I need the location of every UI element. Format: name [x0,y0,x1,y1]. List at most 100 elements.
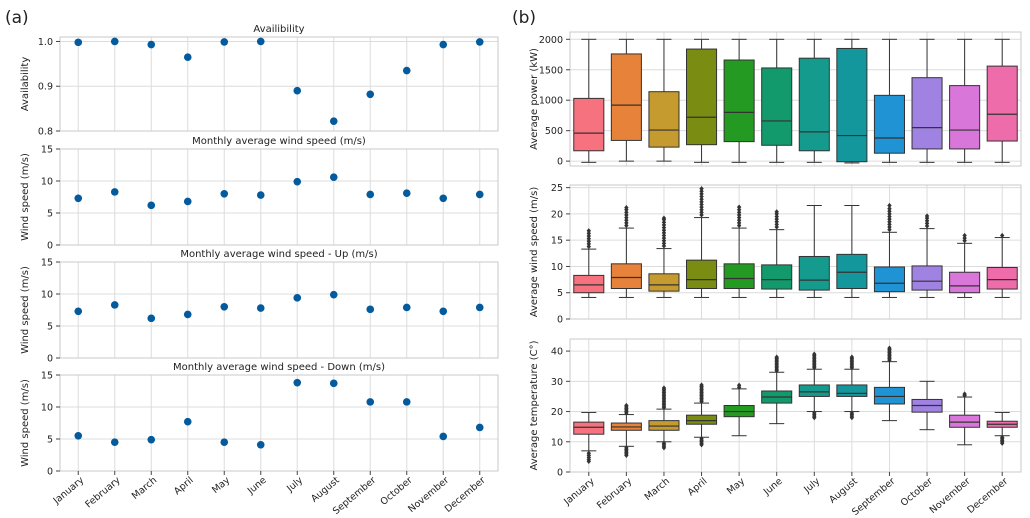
box-september [873,345,905,422]
outlier-point [699,442,704,448]
data-point [74,38,83,47]
outlier-point [699,193,704,200]
y-tick-label: 15 [551,236,563,247]
box-iqr [573,421,605,435]
outlier-point [586,243,591,250]
outlier-point [774,221,779,228]
y-tick-label: 0.9 [38,82,53,93]
x-tick-label: July [284,475,305,495]
x-tick-label: December [443,475,488,515]
data-point [439,40,448,49]
data-point [439,432,448,441]
data-point [220,190,229,198]
box-iqr [911,77,943,150]
x-tick-label: July [801,476,822,496]
plot-area [60,37,498,131]
data-point [110,301,119,309]
y-tick-label: 30 [551,377,563,388]
outlier-point [699,212,704,218]
box-april [686,382,718,448]
outlier-point [699,191,704,197]
box-may [723,38,755,163]
x-tick-label: March [643,476,672,503]
y-tick-label: 10 [41,403,53,414]
outlier-point [661,385,667,391]
panel-label-b: (b) [512,8,536,28]
outlier-point [699,382,704,388]
outlier-point [924,220,930,226]
x-tick-label: August [309,475,342,505]
x-tick-label: November [928,476,973,516]
outlier-point [887,206,892,212]
data-point [293,378,302,387]
chart-title: Monthly average wind speed - Down (m/s) [173,362,385,373]
plot-frame [59,374,499,472]
box-iqr [686,414,718,425]
data-point [256,191,265,199]
outlier-point [962,232,967,239]
data-point [475,423,484,432]
outlier-point [586,458,591,465]
y-tick-label: 0 [47,354,53,365]
outlier-point [774,219,779,225]
x-tick-label: April [172,475,196,497]
y-tick-label: 25 [551,183,563,194]
chart-title: Monthly average wind speed (m/s) [192,136,366,147]
outlier-point [624,217,629,223]
box-iqr [798,255,830,291]
outlier-point [586,230,591,236]
box-iqr [648,273,680,292]
outlier-point [887,216,892,222]
box-october [911,38,943,163]
box-iqr [761,264,793,290]
chart-title: Availibility [253,24,304,35]
y-tick-label: 20 [551,209,563,220]
plot-area [60,149,498,245]
chart-title: Monthly average wind speed - Up (m/s) [180,249,377,260]
data-point [220,38,229,46]
outlier-point [586,241,591,247]
outlier-point [962,238,967,244]
outlier-point [624,204,629,211]
outlier-point [661,224,667,231]
box-october [911,380,943,431]
outlier-point [1000,440,1005,446]
outlier-point [699,209,704,215]
chart-b1: 0 500 1000 1500 2000 Average power (kW) [529,31,1022,168]
y-axis-label: Wind speed (m/s) [20,379,31,467]
box-march [648,215,680,298]
y-axis-label: Wind speed (m/s) [20,266,31,354]
outlier-point [774,216,779,222]
outlier-point [624,222,629,229]
data-point [329,117,338,125]
box-iqr [836,384,868,397]
x-tick-label: December [965,476,1010,516]
box-august [836,354,868,421]
box-december [986,411,1018,446]
y-tick-label: 10 [41,290,53,301]
y-tick-label: 10 [551,262,563,273]
y-tick-label: 500 [545,126,563,137]
outlier-point [624,214,629,221]
y-tick-label: 5 [47,209,53,220]
box-iqr [798,384,830,397]
plot-frame [569,31,1022,167]
data-point [475,303,484,312]
outlier-point [736,214,742,221]
y-tick-label: 1000 [539,96,563,107]
plot-frame [59,148,499,246]
box-december [986,38,1018,163]
outlier-point [924,213,930,219]
box-june [761,209,793,298]
outlier-point [699,204,704,210]
outlier-point [699,196,704,202]
box-iqr [873,386,905,405]
x-tick-label: June [761,476,785,498]
outlier-point [661,227,667,233]
outlier-point [624,209,629,215]
outlier-point [812,351,817,357]
y-tick-label: 0 [557,315,563,326]
outlier-point [887,208,892,214]
data-point [256,304,265,312]
box-iqr [610,263,642,290]
